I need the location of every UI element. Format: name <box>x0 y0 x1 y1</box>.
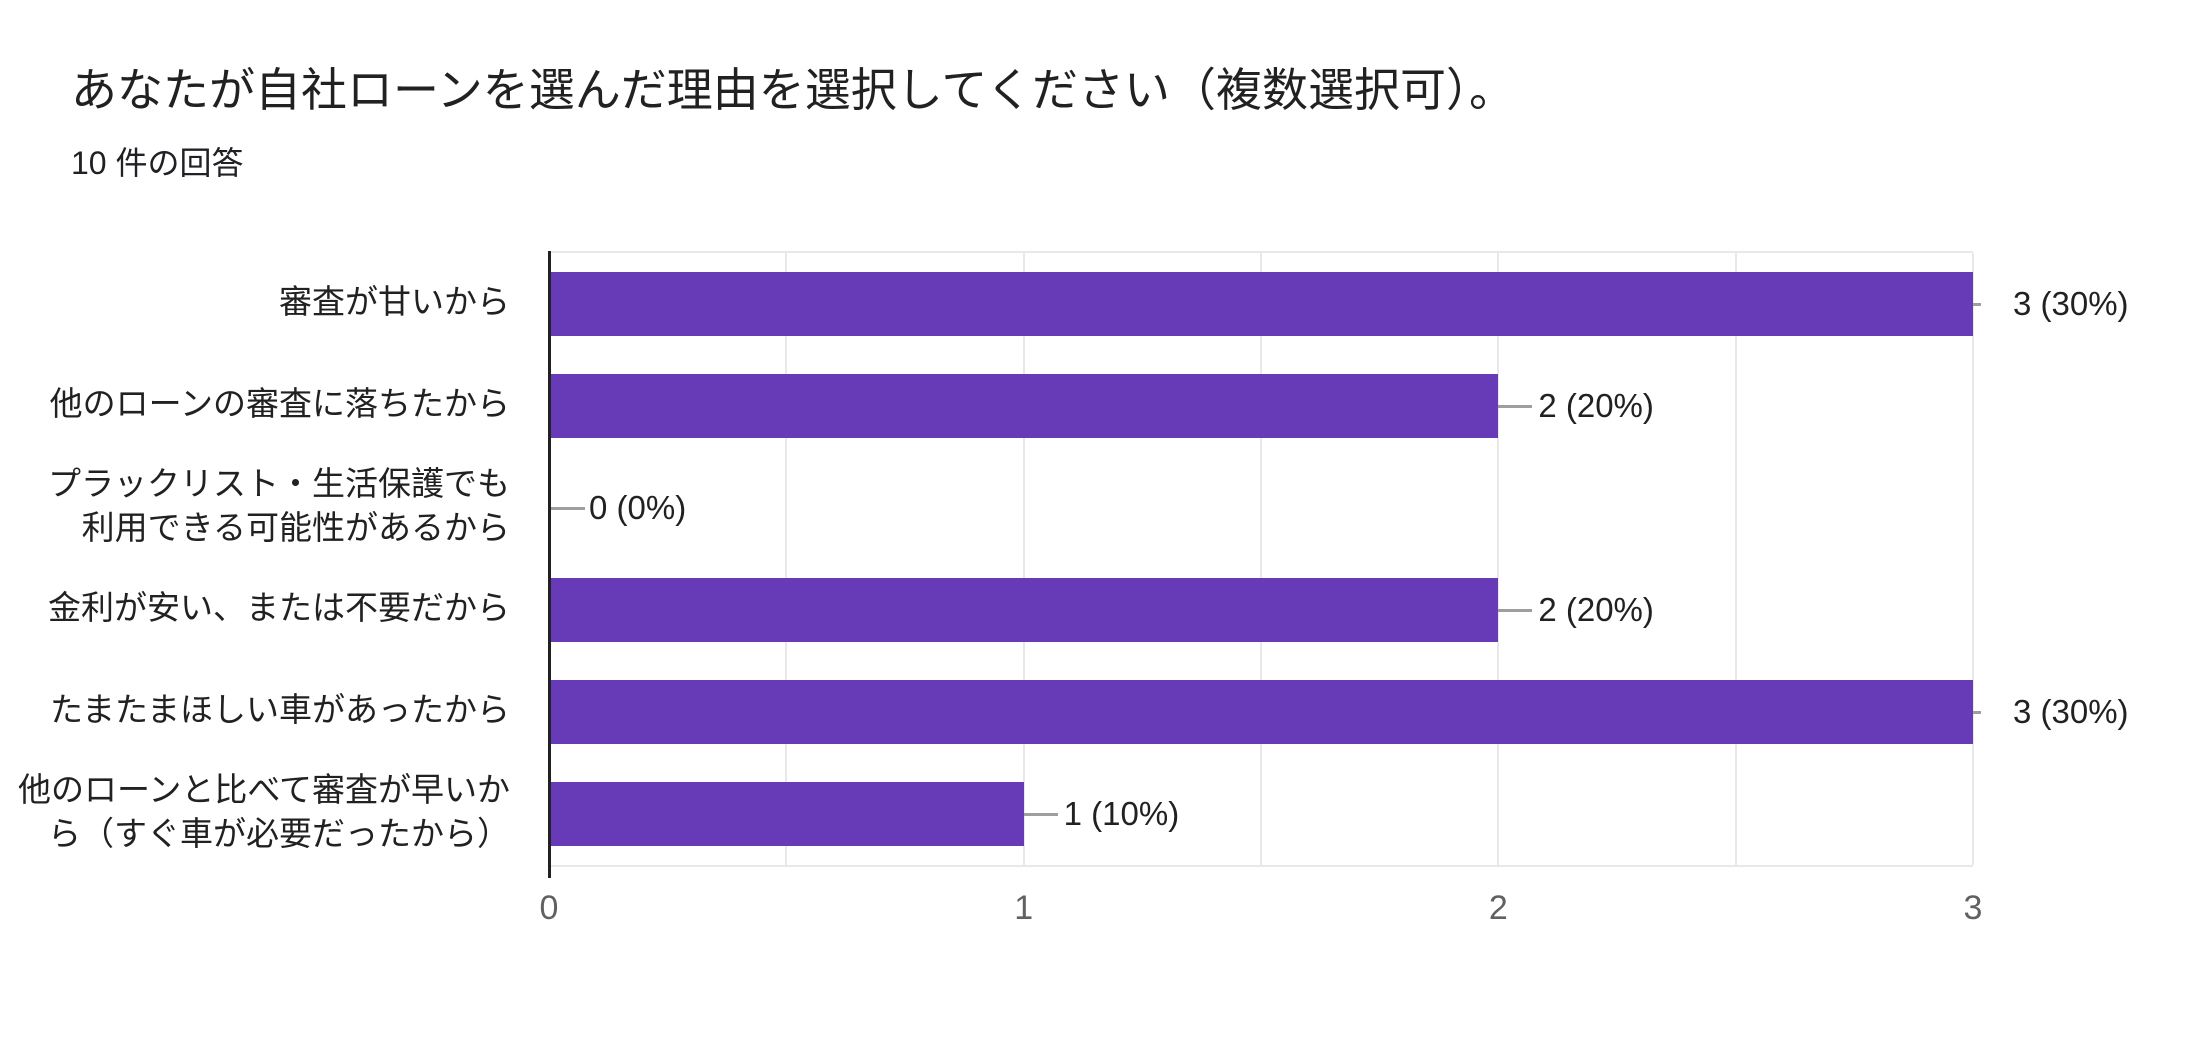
category-labels: 審査が甘いから他のローンの審査に落ちたからプラックリスト・生活保護でも 利用できる… <box>0 251 510 863</box>
bar-value-label: 3 (30%) <box>2013 693 2129 730</box>
x-tick-label: 2 <box>1488 889 1508 927</box>
bar-row: 3 (30%) <box>549 661 2129 763</box>
gridline <box>1497 253 1500 865</box>
value-stem <box>551 506 585 510</box>
category-label: たまたまほしい車があったから <box>49 691 510 728</box>
question-title: あなたが自社ローンを選んだ理由を選択してください（複数選択可）。 <box>71 64 1515 116</box>
category-label: 他のローンの審査に落ちたから <box>49 385 510 422</box>
bar-row: 3 (30%) <box>549 253 2129 355</box>
x-tick-label: 3 <box>1963 889 1983 927</box>
bar-value-label: 3 (30%) <box>2013 285 2129 322</box>
gridline <box>1734 253 1737 865</box>
x-tick-label: 1 <box>1014 889 1034 927</box>
bar-value-label: 2 (20%) <box>1538 387 1654 424</box>
value-stem <box>1023 812 1058 816</box>
value-stem <box>1973 302 1981 306</box>
plot-area: 3 (30%) 2 (20%) 0 (0%) 2 (20%) 3 (30%) 1 (10%… <box>549 251 2129 867</box>
bar-value-label: 0 (0%) <box>589 489 687 526</box>
bar-value-label: 1 (10%) <box>1063 795 1180 832</box>
response-count: 10 件の回答 <box>71 145 244 181</box>
bar <box>549 272 1973 336</box>
bar <box>549 680 1973 744</box>
bar-row: 1 (10%) <box>549 763 1973 865</box>
value-stem <box>1498 608 1533 612</box>
gridline <box>785 253 788 865</box>
x-axis: 0 1 2 3 <box>540 886 1983 930</box>
bar <box>549 578 1499 642</box>
value-stem <box>1973 710 1981 714</box>
bar-row: 2 (20%) <box>549 355 1973 457</box>
bar <box>549 374 1499 438</box>
value-stem <box>1498 404 1533 408</box>
bar <box>549 782 1024 846</box>
gridline <box>1022 253 1025 865</box>
y-axis-line <box>548 251 551 878</box>
category-label: プラックリスト・生活保護でも 利用できる可能性があるから <box>48 465 510 546</box>
category-label: 金利が安い、または不要だから <box>48 589 510 626</box>
category-label: 他のローンと比べて審査が早いか ら（すぐ車が必要だったから） <box>17 771 510 852</box>
x-tick-label: 0 <box>539 889 559 927</box>
gridline <box>1972 253 1974 865</box>
bar-value-label: 2 (20%) <box>1538 591 1654 628</box>
bar-row: 2 (20%) <box>549 559 1973 661</box>
bar-row: 0 (0%) <box>549 457 1973 559</box>
category-label: 審査が甘いから <box>279 283 510 320</box>
gridline <box>1260 253 1262 865</box>
